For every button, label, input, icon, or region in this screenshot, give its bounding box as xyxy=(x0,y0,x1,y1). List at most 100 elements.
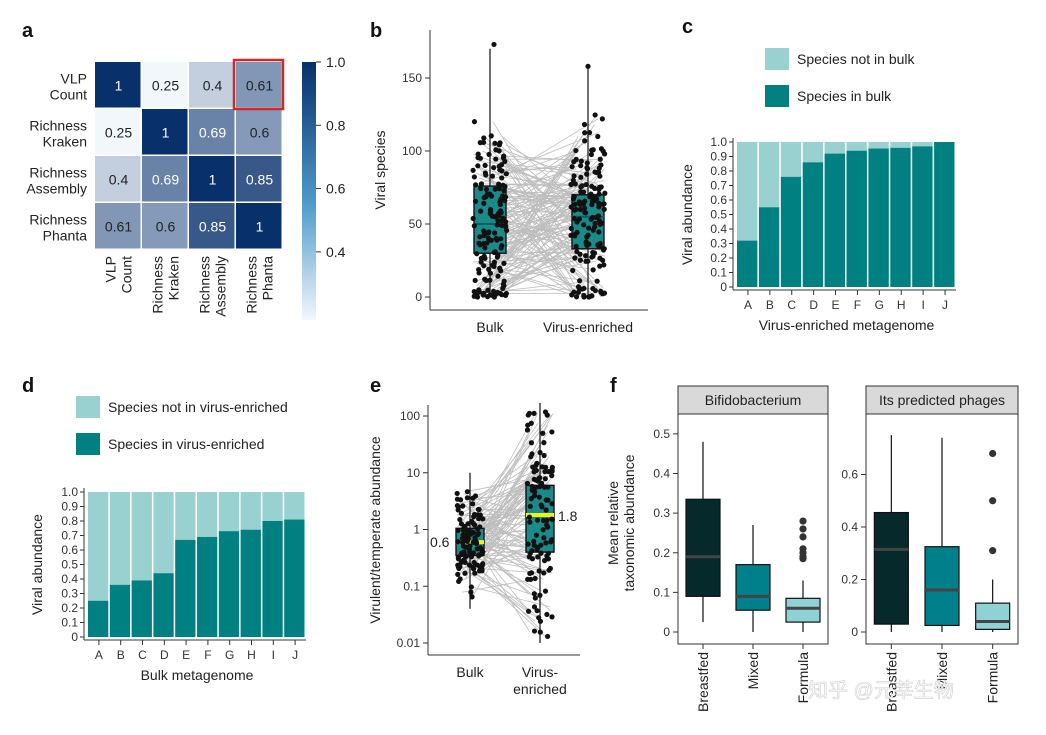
median-label: 0.6 xyxy=(430,534,450,550)
data-point xyxy=(468,554,475,560)
data-point xyxy=(481,135,487,141)
data-point xyxy=(471,174,477,180)
data-point xyxy=(549,466,555,473)
data-point xyxy=(528,440,535,446)
heatmap-cell xyxy=(189,62,235,108)
data-point xyxy=(470,564,476,570)
x-tick-label: G xyxy=(875,298,884,312)
data-point xyxy=(580,199,587,205)
data-point xyxy=(601,262,607,268)
x-category-label: Virus-enriched xyxy=(543,319,633,335)
data-point xyxy=(546,567,552,573)
x-label-group: Mixed xyxy=(934,652,950,689)
x-tick-label: B xyxy=(766,298,774,312)
data-point xyxy=(577,251,583,257)
row-label: Kraken xyxy=(43,134,87,150)
data-point xyxy=(593,214,599,220)
data-point xyxy=(578,184,584,190)
y-axis-label: Viral abundance xyxy=(679,164,695,265)
bar-segment-not xyxy=(240,492,261,530)
data-point xyxy=(590,285,596,292)
data-point xyxy=(499,193,506,199)
heatmap-value: 1 xyxy=(115,78,123,94)
data-point xyxy=(476,553,482,559)
pair-line xyxy=(475,470,537,497)
data-point xyxy=(465,521,471,527)
bar-segment-in xyxy=(218,531,240,637)
row-label: Richness xyxy=(29,212,87,228)
y-tick-label: 10 xyxy=(407,466,421,480)
heatmap-value: 1 xyxy=(162,125,170,141)
data-point xyxy=(549,516,556,523)
data-point xyxy=(585,63,591,69)
outlier-point xyxy=(989,497,997,505)
heatmap-cell xyxy=(142,62,188,108)
legend-swatch xyxy=(765,85,789,107)
data-point xyxy=(584,171,590,177)
data-point xyxy=(472,570,478,576)
bar-segment-in xyxy=(131,580,152,637)
data-point xyxy=(489,173,496,179)
panel-label-f: f xyxy=(610,375,617,397)
heatmap-value: 0.4 xyxy=(203,78,223,94)
data-point xyxy=(570,196,577,202)
data-point xyxy=(491,165,497,171)
data-point xyxy=(588,151,594,158)
watermark-text: 知乎 @元莘生物 xyxy=(808,679,954,702)
data-point xyxy=(486,151,492,157)
data-point xyxy=(495,252,501,258)
data-point xyxy=(581,121,588,128)
data-point xyxy=(591,250,598,256)
heatmap-cell xyxy=(95,62,141,108)
data-point xyxy=(470,520,476,527)
paired-box-panel-e: 0.01 0.1 1 10 100 Bulk Virus-enriched Virulent/… xyxy=(367,402,580,697)
col-label: VLP xyxy=(103,256,119,282)
data-point xyxy=(534,546,540,553)
data-point xyxy=(478,181,485,187)
data-point xyxy=(590,267,596,273)
data-point xyxy=(471,119,478,125)
y-axis-label: Virulent/temperate abundance xyxy=(367,436,383,624)
bar-segment-not xyxy=(737,142,758,241)
data-point xyxy=(464,537,470,543)
data-point xyxy=(545,550,552,556)
heatmap-value: 0.25 xyxy=(105,125,132,141)
bar-segment-not xyxy=(197,492,218,537)
data-point xyxy=(542,588,549,594)
data-point xyxy=(525,608,532,614)
colorbar-tick-label: 0.4 xyxy=(326,244,346,260)
data-point xyxy=(531,410,537,416)
panel-label-c: c xyxy=(682,16,693,38)
data-point xyxy=(592,194,598,201)
data-point xyxy=(457,516,463,523)
heatmap-cell xyxy=(95,109,141,155)
data-point xyxy=(476,240,482,247)
bar-segment-in xyxy=(934,142,955,287)
data-point xyxy=(568,225,574,232)
data-point xyxy=(545,633,551,640)
data-point xyxy=(537,629,543,635)
pair-line xyxy=(504,255,597,271)
data-point xyxy=(595,133,601,140)
data-point xyxy=(573,243,579,249)
data-point xyxy=(584,234,590,240)
col-label-group: Richness Kraken xyxy=(150,256,182,314)
data-point xyxy=(454,503,460,509)
legend-label: Species in virus-enriched xyxy=(108,436,264,452)
box xyxy=(924,546,960,627)
data-point xyxy=(568,181,574,188)
y-tick-label: 50 xyxy=(409,217,423,231)
data-point xyxy=(478,259,484,265)
x-tick-label: J xyxy=(292,648,298,662)
data-point xyxy=(487,292,493,298)
box xyxy=(975,602,1011,630)
data-point xyxy=(493,235,499,242)
data-point xyxy=(571,289,577,295)
data-point xyxy=(573,294,580,300)
data-point xyxy=(577,206,583,213)
data-point xyxy=(538,502,544,508)
data-point xyxy=(571,159,577,165)
bar-segment-in xyxy=(758,207,780,287)
data-point xyxy=(534,517,541,523)
data-point xyxy=(502,197,508,204)
